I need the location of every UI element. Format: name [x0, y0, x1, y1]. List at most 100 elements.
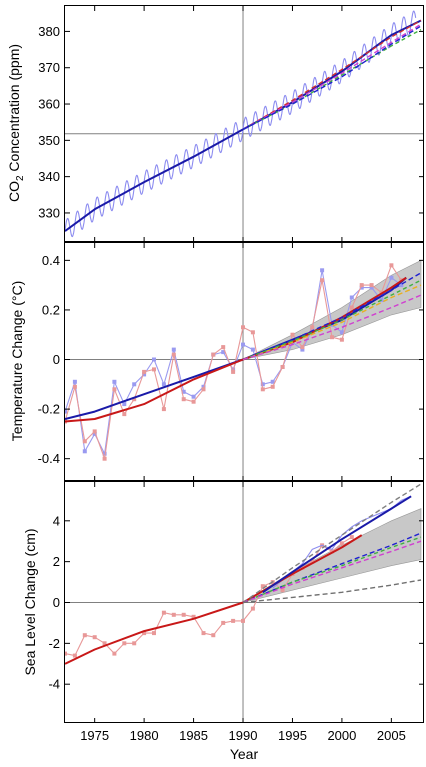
temperature-point-annual-a: [82, 449, 87, 454]
co2-y-tick-label: 380: [38, 24, 60, 39]
sea-level-y-tick-label: -2: [48, 636, 60, 651]
x-tick-label: 1990: [229, 728, 258, 743]
temperature-point-annual-a: [221, 350, 226, 355]
temperature-y-tick-label: -0.4: [38, 451, 60, 466]
sea-level-y-axis-label: Sea Level Change (cm): [22, 528, 38, 675]
temperature-point-annual-b: [389, 263, 394, 268]
temperature-point-annual-a: [359, 285, 364, 290]
sea-level-series-projection-lower: [242, 579, 422, 604]
temperature-point-annual-a: [152, 357, 156, 362]
temperature-point-annual-b: [221, 345, 226, 350]
temperature-point-annual-b: [339, 337, 344, 342]
temperature-point-annual-b: [181, 397, 186, 402]
temperature-point-annual-b: [132, 397, 137, 402]
temperature-point-annual-b: [211, 352, 216, 357]
co2-series-observed-monthly: [65, 10, 417, 238]
co2-y-tick-label: 340: [38, 169, 60, 184]
sea-level-point-tide-gauge: [181, 612, 186, 617]
x-tick-label: 2000: [327, 728, 356, 743]
temperature-series-projection-a: [242, 272, 422, 361]
co2-series: [65, 10, 422, 238]
temperature-point-annual-a: [270, 379, 275, 384]
temperature-point-annual-b: [260, 387, 265, 392]
temperature-point-annual-b: [161, 407, 166, 412]
temperature-point-annual-b: [201, 387, 206, 392]
temperature-point-annual-a: [112, 379, 117, 384]
temperature-point-annual-a: [171, 347, 176, 352]
temperature-point-annual-a: [142, 372, 147, 377]
co2-y-axis-label: CO2 Concentration (ppm): [6, 44, 26, 202]
sea-level-point-tide-gauge: [330, 549, 334, 554]
co2-panel: 330 340 350 360 370 380 CO2 Concentration (pp…: [6, 5, 424, 242]
sea-level-series-projection-upper: [242, 483, 422, 604]
temperature-y-tick-label: 0.4: [42, 253, 60, 268]
temperature-point-annual-a: [201, 384, 206, 389]
temperature-point-annual-b: [320, 278, 325, 283]
temperature-point-annual-b: [112, 387, 117, 392]
co2-reference-lines: [65, 6, 424, 242]
sea-level-point-tide-gauge: [92, 635, 97, 640]
sea-level-point-tide-gauge: [339, 541, 344, 546]
sea-level-series-smoothed-gauge: [65, 534, 363, 665]
co2-y-tick-label: 370: [38, 60, 60, 75]
temperature-point-annual-b: [330, 335, 334, 340]
temperature-point-annual-b: [231, 369, 236, 374]
temperature-point-annual-b: [142, 369, 147, 374]
sea-level-point-tide-gauge: [142, 631, 147, 636]
temperature-point-annual-a: [161, 382, 166, 387]
temperature-point-annual-b: [250, 330, 255, 335]
sea-level-series-satellite-trend: [262, 495, 412, 594]
x-axis-label: Year: [230, 746, 259, 762]
temperature-point-annual-a: [260, 382, 265, 387]
sea-level-point-tide-gauge: [171, 612, 176, 617]
temperature-point-annual-b: [290, 332, 295, 337]
temperature-point-annual-b: [241, 325, 245, 330]
temperature-series-projection-d: [242, 294, 422, 361]
temperature-axes: -0.4 -0.2 0 0.2 0.4: [38, 243, 424, 481]
sea-level-series: [65, 483, 422, 665]
sea-level-point-tide-gauge: [280, 588, 285, 593]
x-tick-label: 1985: [179, 728, 208, 743]
temperature-y-tick-label: 0: [53, 352, 60, 367]
temperature-uncertainty-band: [242, 259, 422, 360]
sea-level-projection-band: [242, 508, 422, 603]
temperature-point-annual-a: [310, 327, 315, 332]
temperature-point-annual-a: [92, 431, 97, 436]
co2-axes: 330 340 350 360 370 380: [38, 6, 424, 242]
temperature-plot-frame: [64, 242, 424, 481]
sea-level-point-tide-gauge: [102, 641, 107, 646]
x-tick-label: 1995: [278, 728, 307, 743]
temperature-point-annual-a: [339, 330, 344, 335]
temperature-point-annual-b: [300, 345, 305, 350]
temperature-series-projection-c: [242, 279, 422, 361]
temperature-point-annual-b: [102, 456, 107, 461]
sea-level-panel: -4 -2 0 2 4 1975 1980 1985 1990 1995 2000 2005 Sea …: [22, 481, 424, 762]
temperature-point-annual-a: [72, 379, 77, 384]
sea-level-point-tide-gauge: [250, 606, 255, 611]
temperature-point-annual-b: [171, 352, 176, 357]
co2-label-subscript: 2: [15, 175, 26, 181]
temperature-projection-band: [242, 259, 422, 360]
temperature-point-annual-a: [399, 283, 404, 288]
temperature-point-annual-b: [82, 439, 87, 444]
temperature-point-annual-a: [300, 347, 305, 352]
sea-level-point-tide-gauge: [191, 614, 196, 619]
sea-level-series-projection-magenta: [242, 540, 422, 604]
temperature-point-annual-b: [191, 399, 196, 404]
co2-series-projection-c: [242, 28, 422, 131]
sea-level-point-tide-gauge: [201, 631, 206, 636]
x-tick-label: 1975: [80, 728, 109, 743]
sea-level-point-tide-gauge: [132, 641, 137, 646]
sea-level-y-tick-label: 4: [53, 513, 60, 528]
temperature-point-annual-b: [270, 384, 275, 389]
co2-label-prefix: CO: [6, 181, 22, 202]
sea-level-uncertainty-band: [242, 508, 422, 603]
temperature-point-annual-a: [65, 409, 67, 414]
sea-level-point-tide-gauge: [310, 559, 315, 564]
temperature-point-annual-b: [92, 429, 97, 434]
co2-series-projection-d: [242, 25, 422, 131]
temperature-point-annual-b: [72, 384, 77, 389]
sea-level-axes: -4 -2 0 2 4 1975 1980 1985 1990 1995 2000 2005: [48, 482, 424, 743]
sea-level-y-tick-label: 0: [53, 595, 60, 610]
